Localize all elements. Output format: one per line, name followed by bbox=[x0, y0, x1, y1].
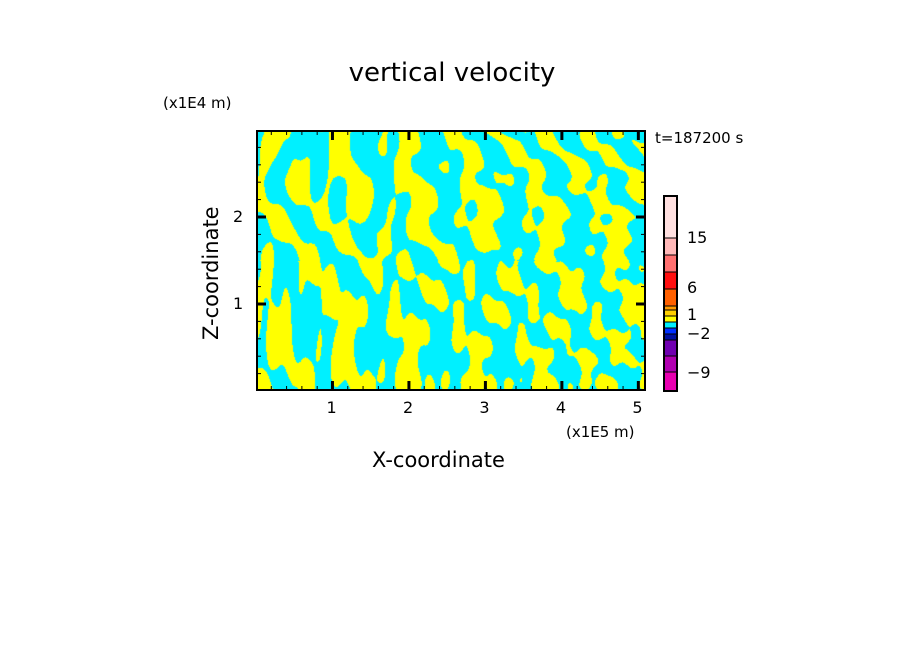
colorbar-segment bbox=[663, 254, 678, 273]
x-axis-label: X-coordinate bbox=[372, 448, 505, 472]
colorbar-segment bbox=[663, 321, 678, 329]
colorbar-segment bbox=[663, 305, 678, 311]
colorbar-segment bbox=[663, 309, 678, 317]
colorbar-segment bbox=[663, 195, 678, 239]
colorbar-tick-label: 15 bbox=[687, 228, 708, 247]
colorbar-tick-label: 1 bbox=[687, 305, 698, 324]
colorbar-segment bbox=[663, 315, 678, 323]
plot-frame bbox=[256, 130, 646, 391]
x-tick-label: 3 bbox=[479, 398, 490, 417]
colorbar-segment bbox=[663, 333, 678, 341]
colorbar-segment bbox=[663, 327, 678, 335]
x-tick-label: 4 bbox=[555, 398, 567, 417]
colorbar-tick-label: −9 bbox=[687, 363, 711, 382]
colorbar-segment bbox=[663, 355, 678, 373]
x-tick-label: 1 bbox=[326, 398, 337, 417]
time-annotation: t=187200 s bbox=[655, 129, 744, 147]
colorbar-tick-label: 6 bbox=[687, 278, 698, 297]
y-tick-label: 1 bbox=[233, 294, 244, 313]
y-tick-label: 2 bbox=[233, 207, 244, 226]
colorbar-frame bbox=[663, 195, 678, 392]
colorbar-segment bbox=[663, 237, 678, 256]
colorbar-segment bbox=[663, 271, 678, 290]
y-unit-label: (x1E4 m) bbox=[163, 94, 232, 112]
colorbar-segment bbox=[663, 288, 678, 307]
colorbar-segment bbox=[663, 371, 678, 392]
chart-title: vertical velocity bbox=[348, 58, 556, 88]
colorbar-tick-label: −2 bbox=[687, 324, 711, 343]
x-tick-label: 2 bbox=[402, 398, 414, 417]
velocity-field bbox=[256, 130, 646, 391]
colorbar-segment bbox=[663, 339, 678, 357]
x-tick-label: 5 bbox=[632, 398, 643, 417]
x-unit-label: (x1E5 m) bbox=[566, 423, 635, 441]
